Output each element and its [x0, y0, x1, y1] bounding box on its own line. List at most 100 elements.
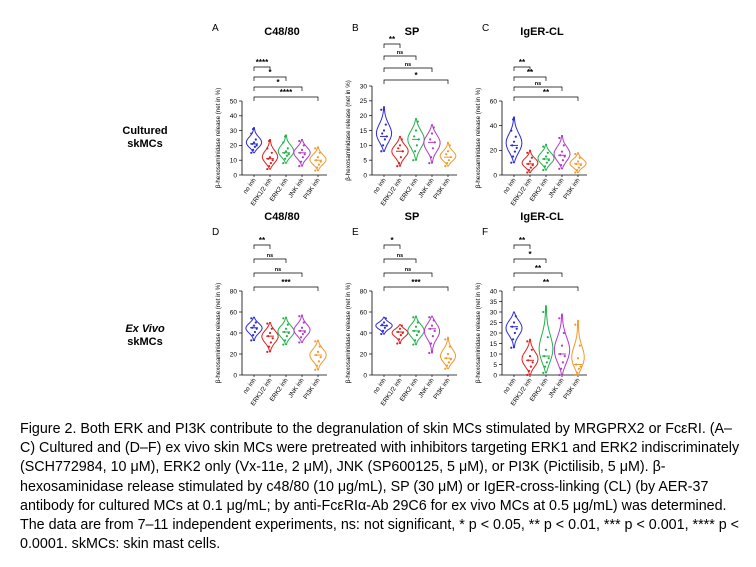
data-point	[558, 373, 561, 377]
data-point	[545, 361, 549, 364]
violin-no-inh	[245, 127, 263, 154]
data-point	[574, 323, 577, 326]
significance-bracket	[253, 286, 319, 291]
data-point	[560, 344, 564, 347]
data-point	[546, 336, 549, 339]
significance-label: *	[528, 250, 532, 259]
data-point	[252, 141, 256, 144]
data-point	[266, 147, 269, 150]
violin-erk2-inh	[407, 315, 425, 346]
data-point	[529, 166, 533, 169]
significance-bracket	[253, 86, 303, 91]
data-point	[544, 348, 548, 351]
data-point	[286, 147, 289, 150]
data-point	[445, 153, 448, 156]
x-tick-label: no inh	[242, 377, 258, 395]
data-point	[445, 357, 448, 360]
data-point	[431, 335, 434, 338]
y-tick-label: 30	[490, 309, 498, 316]
data-point	[314, 169, 317, 172]
data-point	[561, 361, 565, 364]
y-tick-label: 40	[360, 330, 368, 337]
data-point	[267, 335, 270, 338]
significance-bracket	[253, 258, 287, 263]
data-point	[284, 135, 287, 138]
data-point	[380, 332, 383, 336]
violin-erk1-2-inh	[261, 322, 279, 353]
data-point	[547, 159, 550, 162]
data-point	[528, 160, 532, 163]
data-point	[544, 365, 547, 368]
panel-letter: C	[482, 23, 489, 34]
y-tick-label: 35	[490, 299, 498, 306]
data-point	[271, 337, 274, 340]
y-tick-label: 10	[490, 351, 498, 358]
data-point	[578, 344, 581, 347]
data-point	[430, 156, 433, 159]
data-point	[251, 142, 254, 146]
data-point	[382, 144, 385, 147]
data-point	[511, 155, 515, 158]
data-point	[314, 147, 317, 150]
data-point	[250, 339, 253, 342]
data-point	[269, 341, 272, 344]
data-point	[383, 138, 386, 141]
data-point	[382, 321, 386, 324]
data-point	[511, 118, 515, 121]
data-point	[577, 367, 581, 370]
violin-pi3k-inh	[439, 141, 457, 167]
data-point	[381, 323, 384, 326]
violin-erk1-2-inh	[391, 324, 409, 344]
x-tick-label: PI3K inh	[432, 377, 452, 401]
data-point	[446, 150, 450, 153]
data-point	[543, 157, 546, 161]
data-point	[511, 144, 514, 147]
violin-no-inh	[505, 116, 523, 164]
data-point	[268, 165, 271, 168]
significance-bracket	[513, 258, 547, 263]
data-point	[282, 141, 285, 144]
data-point	[559, 154, 562, 157]
data-point	[385, 324, 388, 327]
data-point	[414, 150, 417, 153]
significance-label: *	[390, 236, 394, 245]
data-point	[561, 159, 565, 162]
y-axis-label: β-hexosaminidase release (net in %)	[475, 283, 482, 384]
x-tick-label: PI3K inh	[302, 177, 322, 201]
data-point	[399, 156, 402, 159]
data-point	[270, 151, 273, 154]
panel-e: E SP β-hexosaminidase release (net in %) 0 2…	[345, 211, 457, 407]
data-point	[252, 334, 255, 337]
data-point	[298, 341, 301, 344]
violin-erk1-2-inh	[391, 135, 409, 167]
data-point	[527, 162, 530, 165]
data-point	[527, 359, 530, 362]
data-point	[562, 144, 565, 147]
data-point	[381, 132, 384, 135]
significance-bracket	[513, 286, 579, 291]
data-point	[528, 168, 531, 172]
data-point	[412, 343, 415, 346]
data-point	[449, 156, 452, 159]
y-tick-label: 25	[360, 98, 368, 105]
panel-c: C IgER-CL β-hexosaminidase release (net in…	[475, 23, 587, 207]
y-tick-label: 20	[490, 148, 498, 155]
violin-erk2-inh	[407, 118, 425, 161]
significance-label: **	[527, 68, 534, 77]
significance-bracket	[253, 244, 271, 249]
data-point	[448, 345, 451, 348]
data-point	[282, 317, 285, 320]
panel-title: SP	[405, 211, 420, 223]
data-point	[318, 345, 321, 348]
data-point	[514, 315, 517, 318]
data-point	[574, 152, 577, 156]
data-point	[266, 167, 269, 171]
data-point	[252, 148, 255, 151]
data-point	[317, 360, 320, 363]
data-point	[400, 138, 403, 141]
data-point	[314, 340, 317, 343]
data-point	[253, 330, 256, 334]
data-point	[560, 150, 564, 153]
significance-bracket	[253, 272, 303, 277]
y-tick-label: 10	[360, 143, 368, 150]
